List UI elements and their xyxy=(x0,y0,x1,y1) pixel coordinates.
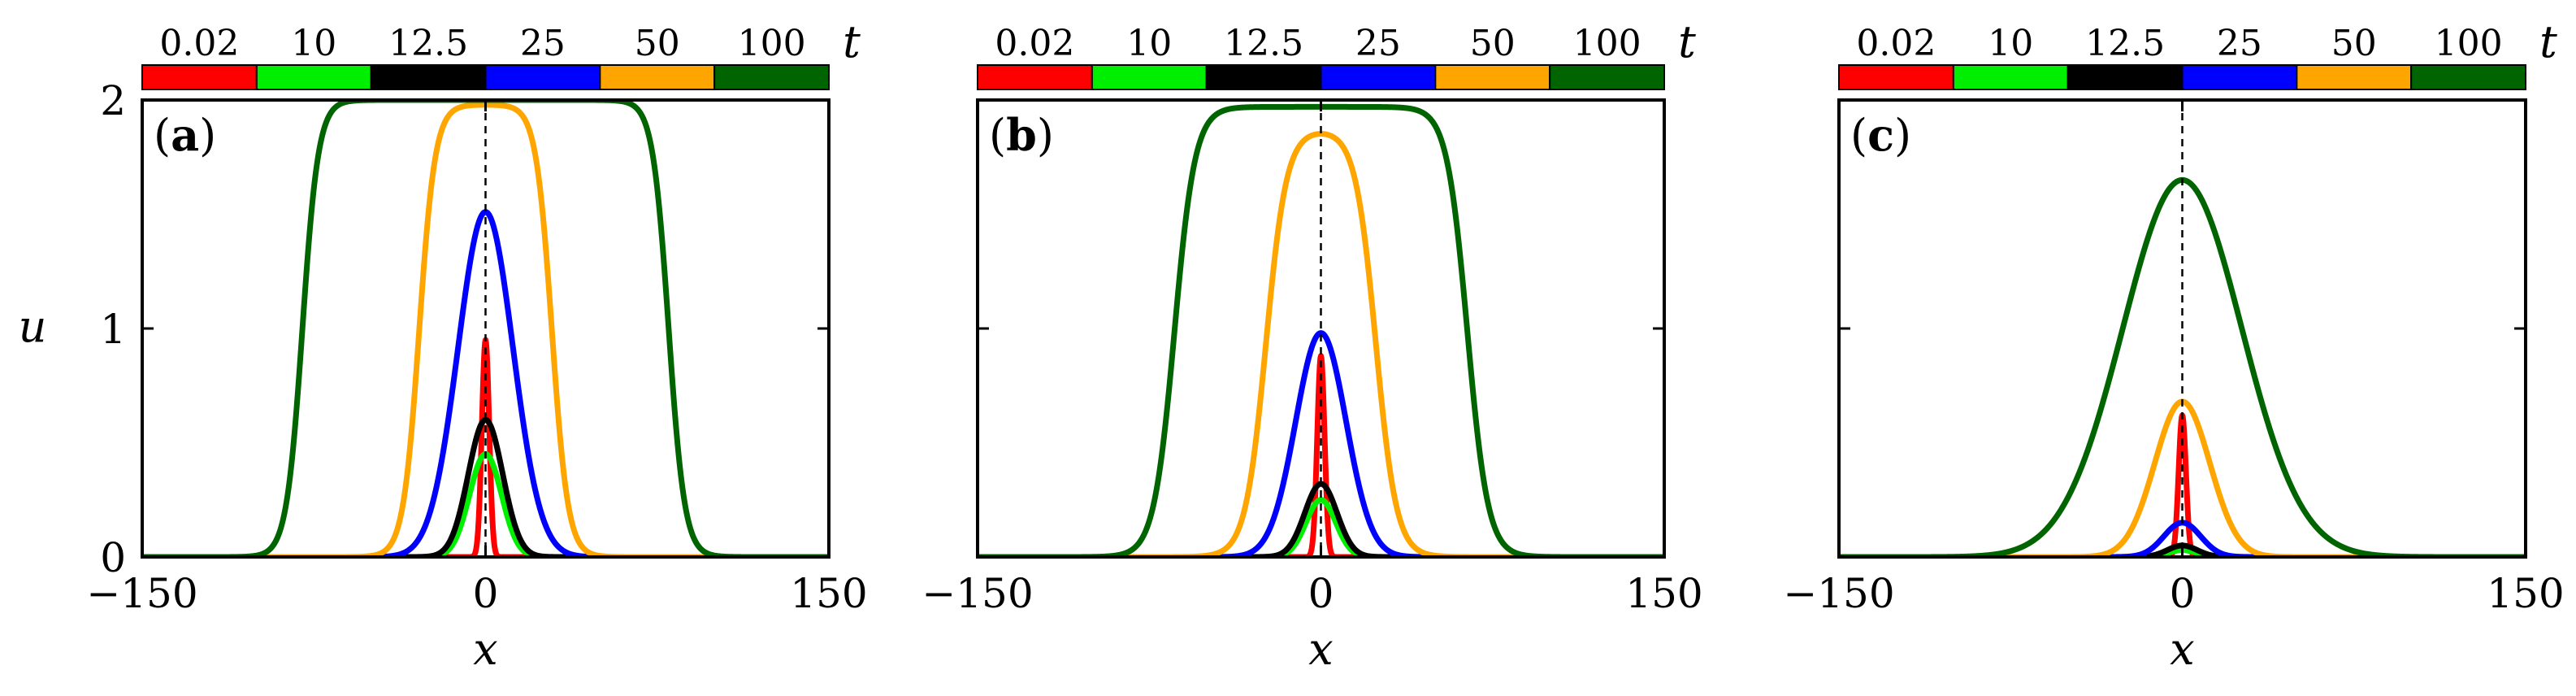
series-line-12-5 xyxy=(142,416,829,557)
legend-label: 12.5 xyxy=(1224,23,1303,64)
x-tick-label: 150 xyxy=(1625,570,1702,617)
legend-swatch xyxy=(1205,64,1322,90)
x-tick-label: 150 xyxy=(2487,570,2564,617)
legend-label: 25 xyxy=(520,23,566,64)
x-tick-label: −150 xyxy=(1783,570,1894,617)
legend-swatch xyxy=(599,64,716,90)
legend-title: t xyxy=(843,16,861,67)
legend-swatch xyxy=(1320,64,1437,90)
legend-swatch xyxy=(2181,64,2298,90)
panel-b: 0.02 10 12.5 25 50 100 t −150 0 150 x (b) xyxy=(922,16,1702,675)
legend-swatch xyxy=(1434,64,1551,90)
x-axis-label: x xyxy=(1308,624,1333,675)
series-line-10 xyxy=(978,497,1664,557)
legend-swatch xyxy=(141,64,258,90)
legend-swatch xyxy=(1091,64,1208,90)
legend-label: 25 xyxy=(1355,23,1401,64)
legend-label: 25 xyxy=(2217,23,2262,64)
curves xyxy=(978,103,1664,557)
legend-swatch xyxy=(1952,64,2069,90)
x-tick-label: −150 xyxy=(86,570,197,617)
legend-label: 50 xyxy=(635,23,680,64)
series-line-50 xyxy=(978,131,1664,557)
legend: 0.02 10 12.5 25 50 100 t xyxy=(1838,16,2557,90)
legend-label: 0.02 xyxy=(995,23,1074,64)
y-tick-label: 0 xyxy=(100,534,126,581)
legend: 0.02 10 12.5 25 50 100 t xyxy=(141,16,861,90)
legend: 0.02 10 12.5 25 50 100 t xyxy=(977,16,1696,90)
series-line-0-02 xyxy=(142,337,829,557)
y-tick-label: 2 xyxy=(100,77,126,124)
legend-swatch xyxy=(255,64,372,90)
legend-swatch xyxy=(1838,64,1954,90)
series-line-25 xyxy=(978,330,1664,557)
legend-label: 10 xyxy=(1126,23,1172,64)
series-line-50 xyxy=(142,102,829,557)
legend-title: t xyxy=(2539,16,2557,67)
legend-label: 12.5 xyxy=(2085,23,2165,64)
legend-swatch xyxy=(484,64,601,90)
legend-label: 100 xyxy=(2435,23,2503,64)
panel-c: 0.02 10 12.5 25 50 100 t −150 0 150 x (c) xyxy=(1783,16,2564,675)
legend-title: t xyxy=(1678,16,1696,67)
legend-label: 50 xyxy=(1470,23,1516,64)
series-line-0-02 xyxy=(978,353,1664,557)
panel-label: (a) xyxy=(154,109,216,161)
series-line-25 xyxy=(142,209,829,557)
x-tick-label: 0 xyxy=(1308,570,1334,617)
panel-label: (b) xyxy=(989,109,1054,161)
panel-label: (c) xyxy=(1850,109,1911,161)
legend-label: 100 xyxy=(738,23,806,64)
legend-label: 10 xyxy=(291,23,336,64)
x-tick-label: 0 xyxy=(473,570,499,617)
legend-swatch xyxy=(370,64,487,90)
legend-swatch xyxy=(2296,64,2413,90)
legend-label: 50 xyxy=(2331,23,2377,64)
y-tick-label: 1 xyxy=(100,306,126,353)
x-tick-label: −150 xyxy=(922,570,1033,617)
legend-swatch xyxy=(2066,64,2184,90)
legend-label: 100 xyxy=(1573,23,1641,64)
legend-swatch xyxy=(977,64,1093,90)
x-tick-label: 0 xyxy=(2170,570,2196,617)
legend-label: 0.02 xyxy=(159,23,239,64)
legend-swatch xyxy=(713,64,830,90)
y-axis-label: u xyxy=(19,301,47,352)
legend-label: 0.02 xyxy=(1856,23,1936,64)
x-axis-label: x xyxy=(473,624,497,675)
x-axis-label: x xyxy=(2170,624,2194,675)
x-tick-label: 150 xyxy=(790,570,867,617)
legend-swatch xyxy=(2410,64,2527,90)
legend-label: 12.5 xyxy=(388,23,468,64)
legend-label: 10 xyxy=(1988,23,2033,64)
legend-swatch xyxy=(1549,64,1665,90)
